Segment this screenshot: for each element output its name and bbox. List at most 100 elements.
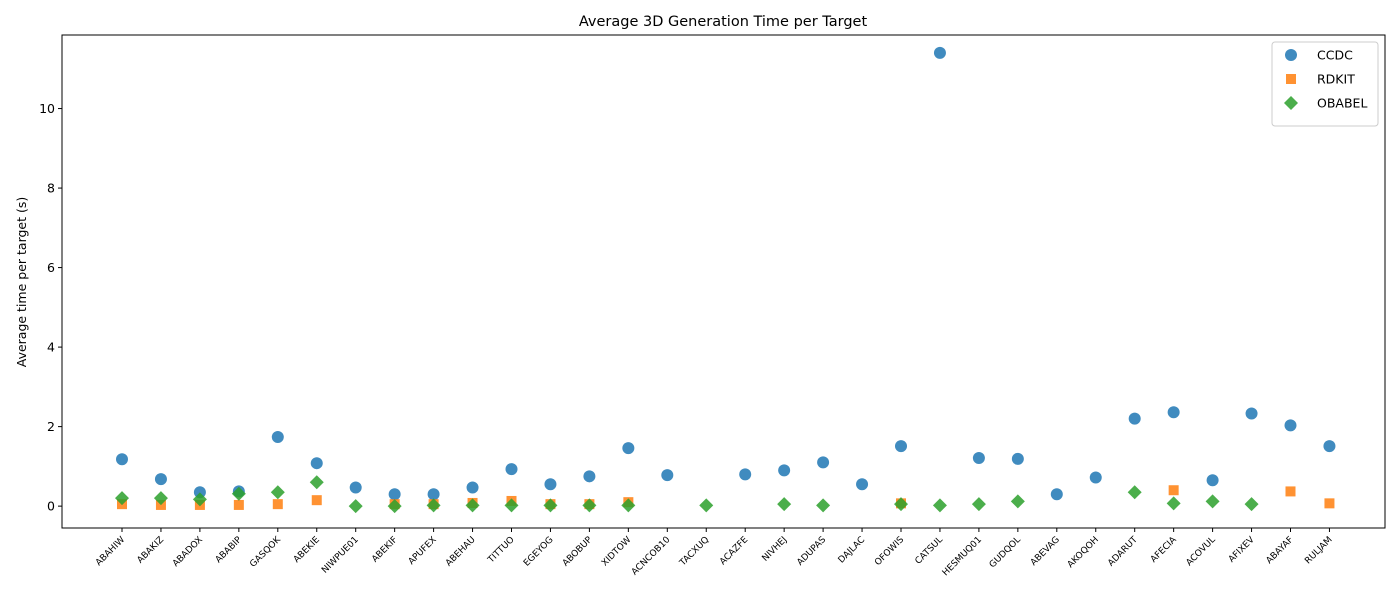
ccdc-point	[466, 481, 479, 494]
y-tick-label: 6	[47, 260, 55, 275]
obabel-point	[192, 492, 207, 507]
rdkit-point	[311, 495, 322, 506]
obabel-point	[543, 498, 558, 513]
x-tick-label: ABABIP	[214, 535, 245, 566]
ccdc-point	[856, 478, 869, 491]
x-axis: ABAHIW ABAKIZ ABADOX ABABIP GASQOK ABEKIENIWP…	[94, 528, 1335, 578]
x-tick-label: CATSUL	[914, 535, 946, 567]
ccdc-point	[933, 46, 946, 59]
ccdc-point	[427, 488, 440, 501]
x-tick-label: ABAKIZ	[136, 535, 167, 566]
y-axis-label: Average time per target (s)	[14, 197, 29, 368]
y-tick-label: 2	[47, 419, 55, 434]
x-tick-label: ABEVAG	[1029, 535, 1062, 568]
y-axis: 0 2 4 6 8 10	[39, 101, 62, 514]
series-ccdc	[116, 46, 1336, 501]
legend-label-rdkit: RDKIT	[1317, 72, 1355, 87]
obabel-point	[1166, 496, 1181, 511]
x-tick-label: AKOQOH	[1066, 535, 1101, 570]
x-tick-label: ADARUT	[1106, 535, 1140, 569]
obabel-point	[504, 498, 519, 513]
y-tick-label: 8	[47, 181, 55, 196]
x-tick-label: ABOBUP	[561, 535, 595, 569]
obabel-point	[1127, 485, 1142, 500]
y-tick-label: 0	[47, 499, 55, 514]
obabel-point	[1010, 494, 1025, 509]
ccdc-point	[661, 469, 674, 482]
ccdc-point	[310, 457, 323, 470]
ccdc-point	[1011, 452, 1024, 465]
legend: CCDC RDKIT OBABEL	[1271, 41, 1379, 127]
x-tick-label: RULJAM	[1303, 535, 1334, 566]
ccdc-point	[1050, 488, 1063, 501]
legend-box	[1271, 41, 1379, 127]
ccdc-point	[116, 453, 128, 466]
x-tick-label: TITTUO	[486, 535, 517, 566]
ccdc-point	[1284, 419, 1297, 432]
legend-label-obabel: OBABEL	[1317, 96, 1367, 111]
x-tick-label: ACNCOB10	[630, 535, 673, 578]
obabel-point	[115, 491, 129, 506]
legend-marker-obabel	[1284, 96, 1298, 110]
plot-frame	[61, 34, 1386, 529]
x-tick-label: ABADOX	[171, 535, 205, 569]
x-tick-label: ACOVUL	[1185, 535, 1218, 568]
ccdc-point	[505, 463, 518, 476]
obabel-point	[894, 497, 908, 512]
x-tick-label: DAJLAC	[837, 535, 867, 565]
x-tick-label: HESMUQ01	[941, 535, 984, 578]
obabel-point	[932, 498, 947, 513]
legend-label-ccdc: CCDC	[1317, 48, 1353, 63]
rdkit-point	[1324, 498, 1335, 509]
x-tick-label: ABAHIW	[94, 535, 127, 568]
ccdc-point	[544, 478, 557, 491]
obabel-point	[777, 497, 792, 512]
rdkit-point	[233, 499, 244, 510]
obabel-point	[465, 498, 480, 513]
x-tick-label: ABEKIE	[292, 535, 322, 565]
chart-title: Average 3D Generation Time per Target	[579, 14, 868, 30]
ccdc-point	[895, 440, 907, 453]
legend-marker-ccdc	[1285, 49, 1297, 61]
plot-area	[115, 46, 1336, 514]
x-tick-label: OFOWIS	[873, 535, 906, 568]
obabel-point	[699, 498, 714, 513]
obabel-point	[270, 485, 285, 500]
obabel-point	[426, 498, 441, 513]
ccdc-point	[817, 456, 830, 469]
legend-marker-rdkit	[1286, 74, 1296, 84]
rdkit-point	[1168, 485, 1179, 496]
x-tick-label: NIWPUE01	[320, 535, 361, 576]
obabel-point	[1244, 497, 1259, 512]
x-tick-label: ADUPAS	[795, 535, 828, 568]
rdkit-point	[272, 499, 283, 510]
x-tick-label: NIVHEJ	[761, 535, 790, 564]
ccdc-point	[622, 442, 635, 455]
obabel-point	[816, 498, 831, 513]
ccdc-point	[1206, 474, 1219, 487]
y-tick-label: 10	[39, 101, 55, 116]
obabel-point	[231, 486, 246, 501]
obabel-point	[1205, 494, 1220, 509]
obabel-point	[309, 475, 324, 490]
x-tick-label: AFIXEV	[1227, 534, 1257, 564]
x-tick-label: TACXUQ	[677, 535, 711, 569]
x-tick-label: ABEKIF	[370, 535, 400, 565]
obabel-point	[582, 498, 597, 513]
ccdc-point	[1128, 412, 1141, 425]
ccdc-point	[1245, 407, 1258, 420]
x-tick-label: ACAZFE	[718, 535, 750, 567]
obabel-point	[621, 498, 636, 513]
obabel-point	[971, 497, 986, 512]
rdkit-point	[1285, 486, 1296, 497]
ccdc-point	[583, 470, 596, 483]
ccdc-point	[154, 473, 167, 486]
x-tick-label: ABEHAU	[444, 535, 478, 569]
ccdc-point	[388, 488, 401, 501]
y-tick-label: 4	[47, 340, 55, 355]
x-tick-label: GUDQOL	[988, 535, 1023, 570]
ccdc-point	[1323, 440, 1336, 453]
ccdc-point	[271, 430, 284, 443]
series-rdkit	[117, 485, 1335, 510]
